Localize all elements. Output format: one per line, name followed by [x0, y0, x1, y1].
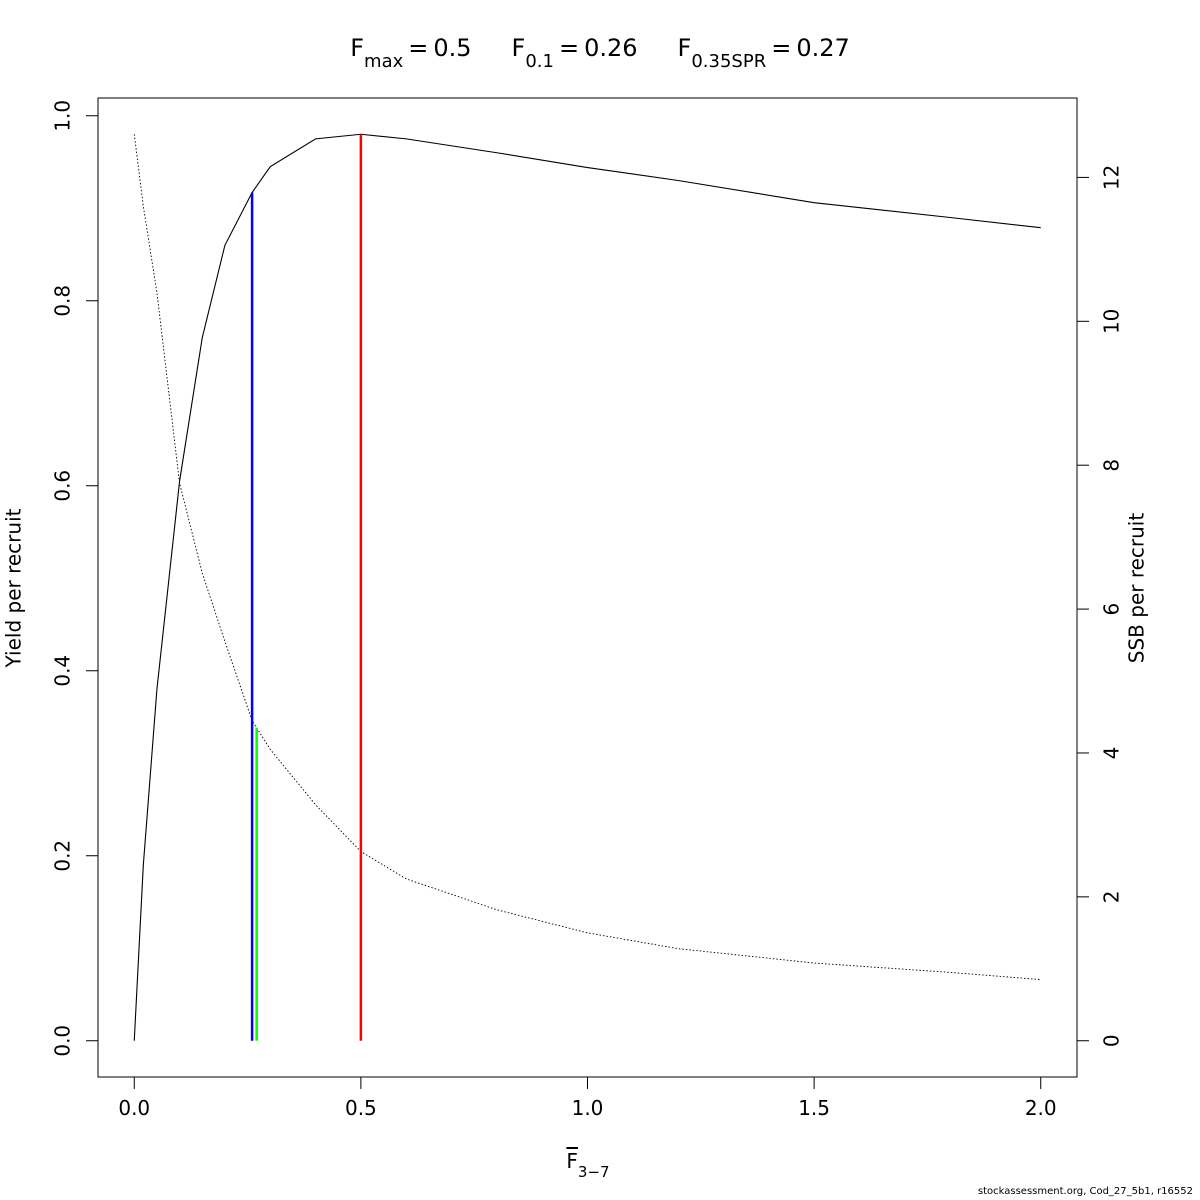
series-line — [133, 134, 1041, 981]
y-tick-label: 0.8 — [51, 285, 75, 317]
y2-tick-label: 10 — [1100, 309, 1124, 334]
y-tick-label: 1.0 — [51, 100, 75, 132]
title-value: 0.27 — [796, 34, 849, 62]
x-label-subscript: 3−7 — [578, 1163, 610, 1181]
y2-tick-label: 0 — [1100, 1034, 1124, 1047]
y2-axis-label: SSB per recruit — [1125, 513, 1149, 664]
x-tick-label: 0.0 — [118, 1096, 150, 1120]
y2-tick-label: 2 — [1100, 890, 1124, 903]
title-subscript: 0.1 — [525, 51, 554, 72]
y-tick-label: 0.6 — [51, 470, 75, 502]
title-operator: = — [771, 34, 791, 62]
y2-tick-label: 4 — [1100, 747, 1124, 760]
chart-title: Fmax = 0.5 F0.1 = 0.26 F0.35SPR = 0.27 — [350, 34, 850, 72]
x-tick-label: 1.0 — [572, 1096, 604, 1120]
x-axis-label: F3−7 — [566, 1149, 609, 1181]
title-value: 0.26 — [584, 34, 637, 62]
y-tick-label: 0.0 — [51, 1025, 75, 1057]
x-label-symbol: F — [566, 1149, 578, 1173]
y-axis-label: Yield per recruit — [2, 508, 26, 668]
title-symbol: F — [350, 34, 364, 62]
title-subscript: max — [364, 51, 404, 72]
y2-tick-label: 12 — [1100, 165, 1124, 190]
title-operator: = — [559, 34, 579, 62]
x-tick-label: 0.5 — [345, 1096, 377, 1120]
plot-frame — [97, 97, 1078, 1078]
footer: stockassessment.org, Cod_27_5b1, r16552 — [978, 1186, 1193, 1197]
x-tick-label: 2.0 — [1025, 1096, 1057, 1120]
y2-tick-label: 8 — [1100, 459, 1124, 472]
title-symbol: F — [512, 34, 526, 62]
title-subscript: 0.35SPR — [691, 51, 766, 72]
title-symbol: F — [678, 34, 692, 62]
y-tick-label: 0.4 — [51, 655, 75, 687]
y2-tick-label: 6 — [1100, 603, 1124, 616]
series-line — [133, 133, 1041, 1041]
x-tick-label: 1.5 — [798, 1096, 830, 1120]
y-tick-label: 0.2 — [51, 840, 75, 872]
title-value: 0.5 — [433, 34, 471, 62]
title-operator: = — [408, 34, 428, 62]
